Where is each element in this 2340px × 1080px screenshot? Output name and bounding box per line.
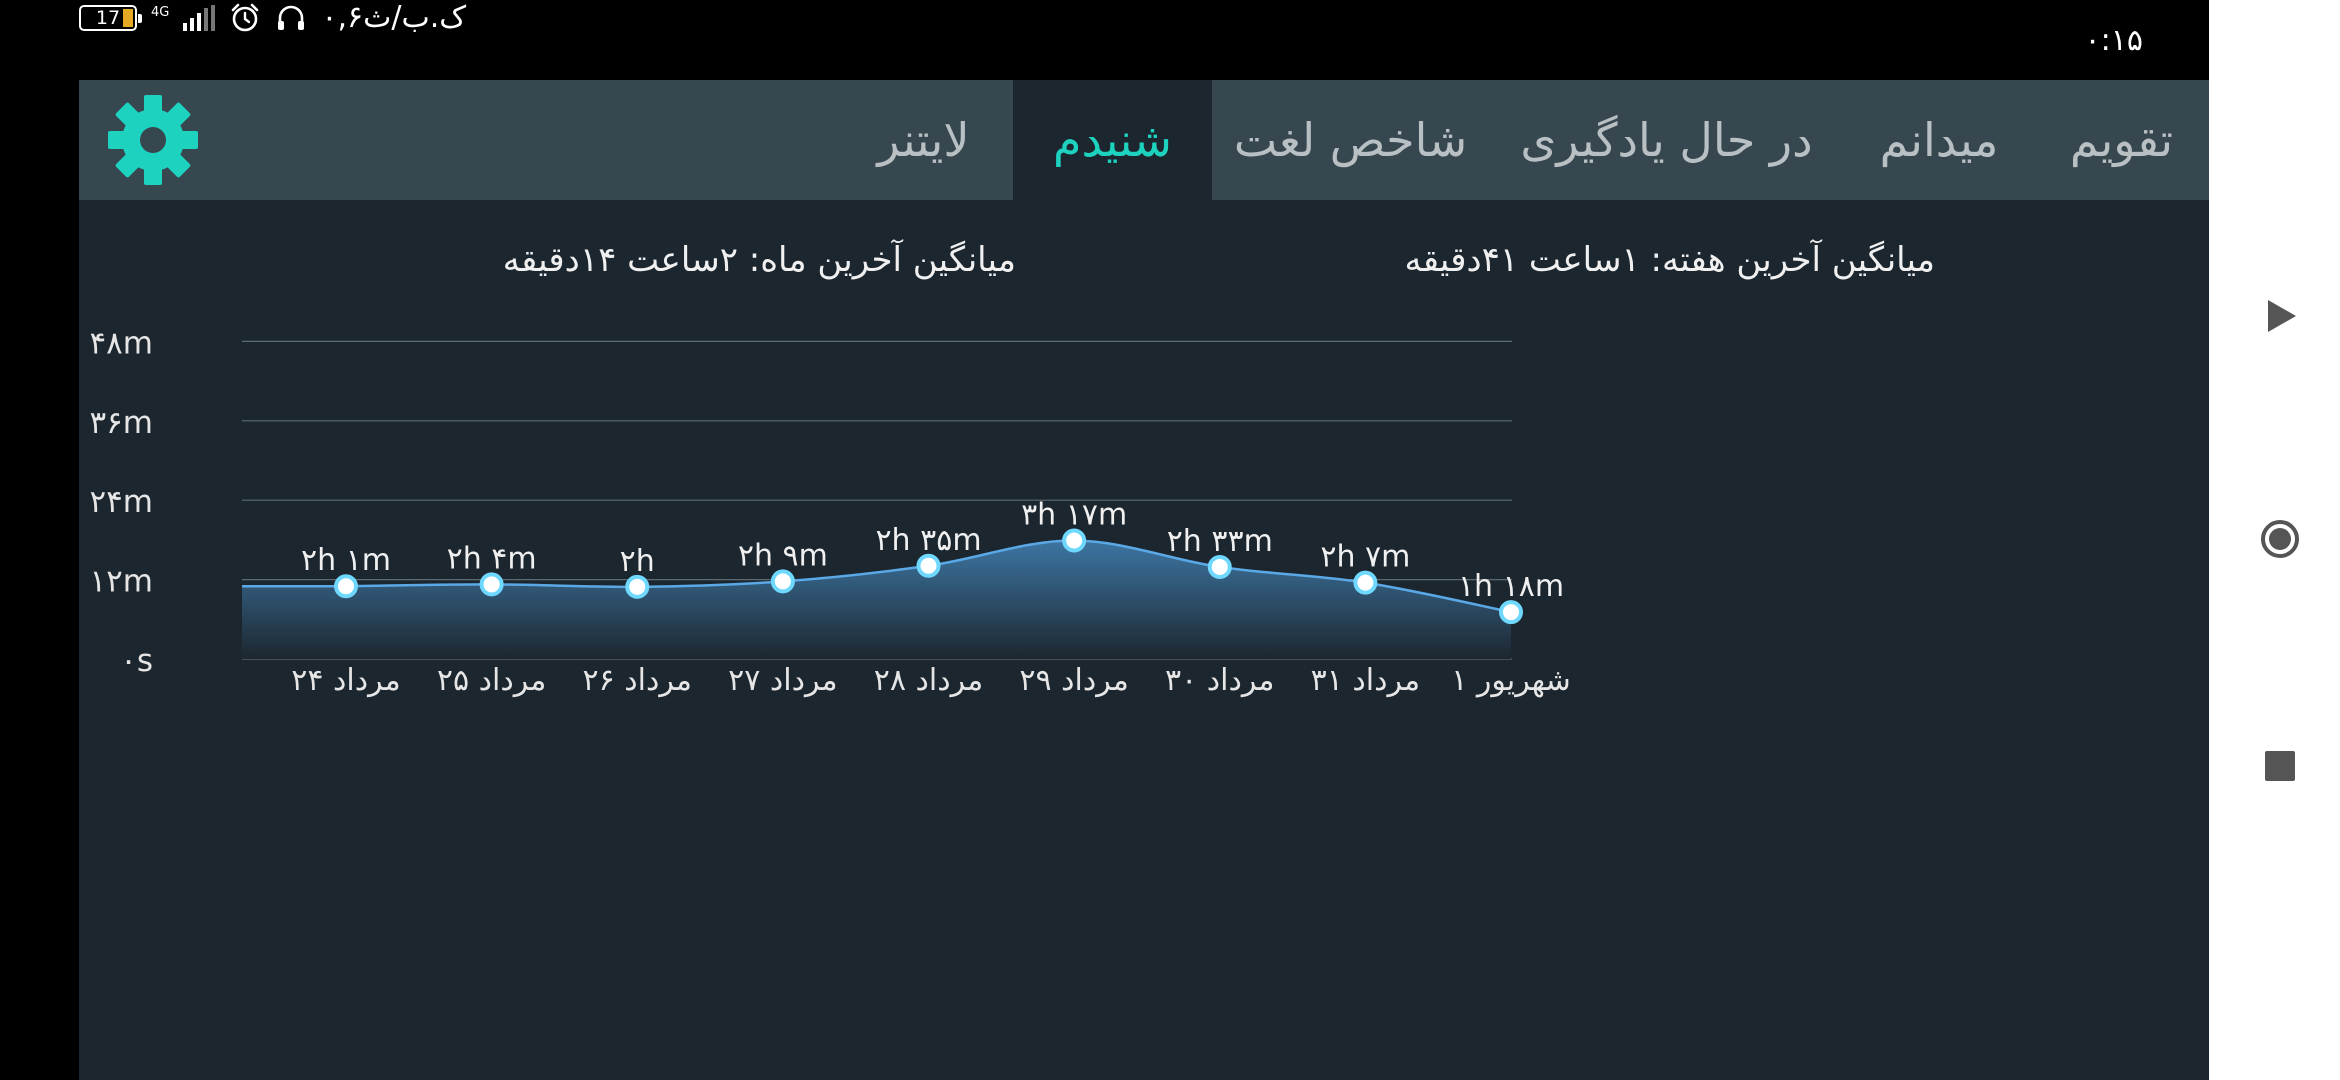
data-label: ۲h ۱m — [301, 543, 391, 578]
data-point — [334, 574, 358, 599]
data-point — [1062, 528, 1087, 553]
x-tick-label: ۲۶ مرداد — [583, 663, 692, 698]
x-tick-label: ۲۷ مرداد — [728, 663, 837, 698]
data-label: ۲h ۳۵m — [875, 523, 981, 558]
series-area — [242, 540, 1511, 659]
navigation-bar — [2209, 0, 2340, 1080]
x-tick-label: ۱ شهریور — [1451, 663, 1571, 698]
clock: ۰:۱۵ — [2084, 23, 2143, 58]
y-tick-label: ۴h ۲۴m — [79, 484, 153, 520]
x-tick-label: ۳۰ مرداد — [1165, 663, 1274, 698]
data-point — [1207, 554, 1232, 579]
square-icon[interactable] — [2260, 746, 2300, 786]
data-point — [625, 574, 650, 599]
battery-icon: 17 — [79, 5, 142, 31]
data-label: ۲h ۴m — [447, 541, 537, 576]
month-average: میانگین آخرین ماه: ۲ساعت ۱۴دقیقه — [502, 240, 1016, 280]
app-window: 17 4G ۰,۶ک.ب/ث ۰:۱۵ — [79, 0, 2209, 1080]
data-point — [479, 572, 504, 597]
tab-known[interactable]: میدانم — [1879, 113, 1999, 167]
x-tick-label: ۲۵ مرداد — [437, 663, 546, 698]
tab-calendar[interactable]: تقویم — [2069, 113, 2174, 167]
alarm-icon — [232, 3, 259, 32]
data-label: ۲h — [620, 544, 655, 579]
x-tick-label: ۲۴ مرداد — [291, 663, 400, 698]
tab-leitner[interactable]: لایتنر — [877, 113, 970, 167]
data-point — [1499, 600, 1523, 625]
data-point — [916, 553, 941, 578]
data-point — [1353, 570, 1378, 595]
data-point — [770, 569, 795, 594]
x-tick-label: ۳۱ مرداد — [1311, 663, 1420, 698]
x-tick-label: ۲۸ مرداد — [874, 663, 983, 698]
data-label: ۲h ۷m — [1320, 540, 1410, 575]
triangle-icon[interactable] — [2260, 296, 2300, 336]
y-tick-label: ۲h ۱۲m — [79, 564, 153, 600]
status-bar: 17 4G ۰,۶ک.ب/ث ۰:۱۵ — [79, 0, 2209, 80]
y-tick-label: ۶h ۳۶m — [79, 405, 153, 441]
network-type: 4G — [151, 4, 170, 20]
data-label: ۱h ۱۸m — [1458, 569, 1564, 604]
y-tick-label: ۰s — [120, 643, 153, 679]
week-average: میانگین آخرین هفته: ۱ساعت ۴۱دقیقه — [1404, 240, 1936, 280]
y-tick-label: ۸h ۴۸m — [79, 325, 153, 361]
status-icons: 17 4G ۰,۶ک.ب/ث — [79, 0, 2209, 36]
headphones-icon — [278, 5, 305, 30]
data-label: ۲h ۳۳m — [1167, 524, 1273, 559]
tab-word-index[interactable]: شاخص لغت — [1233, 113, 1468, 167]
x-tick-label: ۲۹ مرداد — [1019, 663, 1128, 698]
tab-learning[interactable]: در حال یادگیری — [1520, 113, 1813, 167]
tab-heard[interactable]: شنیدم — [1013, 80, 1212, 200]
signal-icon — [183, 5, 216, 31]
tab-bar: تقویم میدانم در حال یادگیری شاخص لغت شنی… — [79, 80, 2209, 200]
network-speed: ۰,۶ک.ب/ث — [321, 0, 467, 35]
data-label: ۳h ۱۷m — [1021, 498, 1127, 533]
battery-level: 17 — [95, 7, 121, 29]
circle-icon[interactable] — [2260, 519, 2300, 559]
gear-icon[interactable] — [108, 95, 198, 185]
data-label: ۲h ۹m — [738, 538, 828, 573]
